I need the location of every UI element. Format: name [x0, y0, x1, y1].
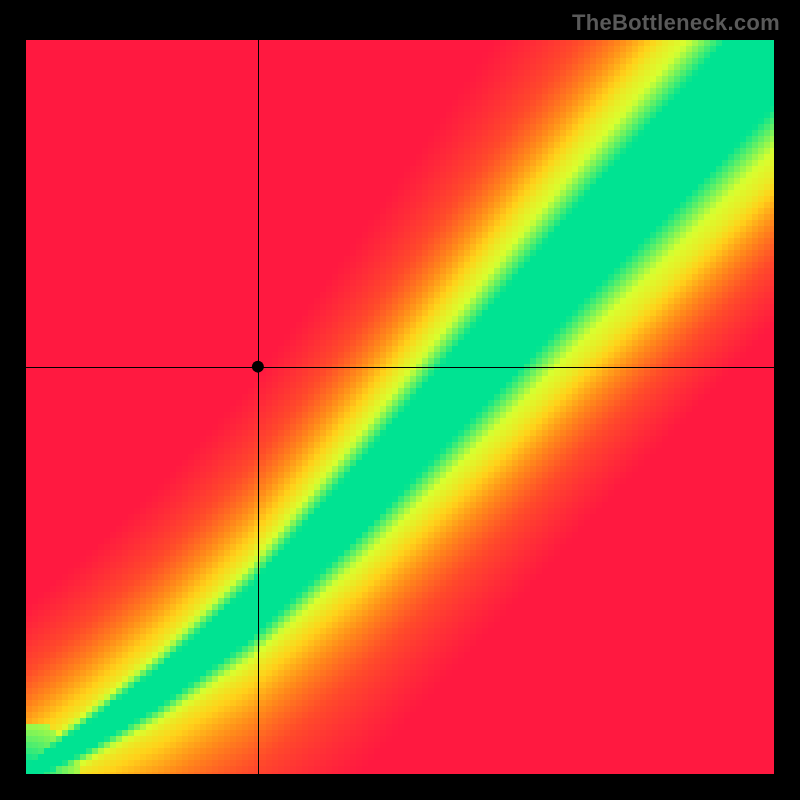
crosshair-overlay	[26, 40, 774, 774]
watermark-text: TheBottleneck.com	[572, 10, 780, 36]
